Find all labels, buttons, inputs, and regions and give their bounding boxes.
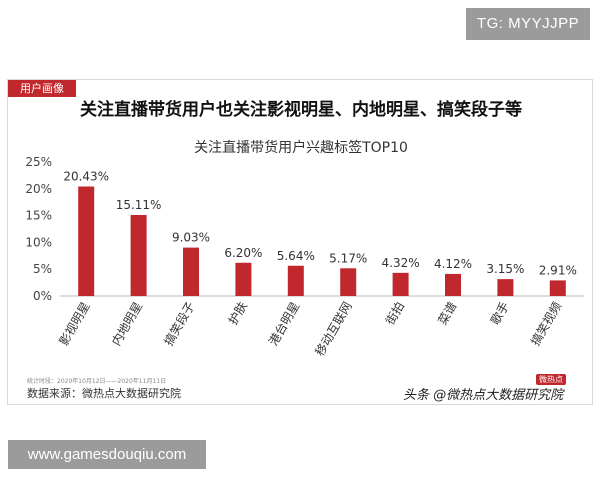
y-tick-label: 10% [25, 235, 52, 249]
data-label: 15.11% [116, 198, 162, 212]
category-label: 菜谱 [435, 300, 459, 328]
data-label: 6.20% [224, 246, 262, 260]
bar [549, 280, 566, 296]
bar-chart: 0% 5% 10% 15% 20% 25% 20.43% 影视明星 15.11% 内地明星 9.03… [25, 155, 584, 359]
chart-title: 关注直播带货用户兴趣标签TOP10 [194, 140, 408, 156]
tg-badge: TG: MYYJJPP [466, 8, 590, 40]
category-label: 歌手 [487, 299, 512, 327]
bar [235, 262, 252, 296]
y-tick-label: 25% [25, 155, 52, 169]
bar [130, 215, 147, 296]
category-label: 街拍 [382, 299, 407, 327]
category-label: 搞笑段子 [161, 299, 198, 348]
category-label: 移动互联网 [313, 300, 355, 359]
data-label: 5.17% [329, 251, 367, 265]
data-label: 9.03% [172, 231, 210, 245]
y-tick-label: 5% [33, 262, 52, 276]
site-badge: www.gamesdouqiu.com [8, 440, 206, 469]
bar [287, 265, 304, 296]
bar [183, 247, 199, 296]
y-tick-label: 20% [25, 182, 52, 196]
category-label: 内地明星 [109, 300, 145, 349]
bar [78, 186, 95, 296]
data-label: 3.15% [486, 262, 524, 276]
bar [392, 272, 409, 296]
category-label: 搞笑视频 [527, 299, 564, 348]
chart-card: 用户画像 关注直播带货用户也关注影视明星、内地明星、搞笑段子等 关注直播带货用户… [7, 79, 593, 405]
data-label: 4.12% [434, 257, 472, 271]
data-label: 5.64% [277, 249, 315, 263]
data-label: 2.91% [539, 263, 577, 277]
data-label: 20.43% [63, 169, 109, 183]
y-tick-label: 15% [25, 209, 52, 223]
bar [445, 273, 461, 296]
bar [340, 268, 357, 296]
watermark-logo: 微热点 [536, 374, 566, 385]
y-tick-label: 0% [33, 289, 52, 303]
data-source: 数据来源：微热点大数据研究院 [27, 387, 181, 400]
bar [497, 279, 514, 296]
user-profile-tag: 用户画像 [8, 80, 76, 97]
category-label: 护肤 [225, 299, 250, 327]
headline: 关注直播带货用户也关注影视明星、内地明星、搞笑段子等 [80, 100, 522, 120]
watermark-text: 头条 @微热点大数据研究院 [403, 388, 564, 403]
data-label: 4.32% [382, 256, 420, 270]
stat-period-note: 统计时段：2020年10月12日——2020年11月11日 [27, 378, 167, 385]
category-label: 港台明星 [265, 299, 302, 348]
category-label: 影视明星 [56, 299, 93, 348]
